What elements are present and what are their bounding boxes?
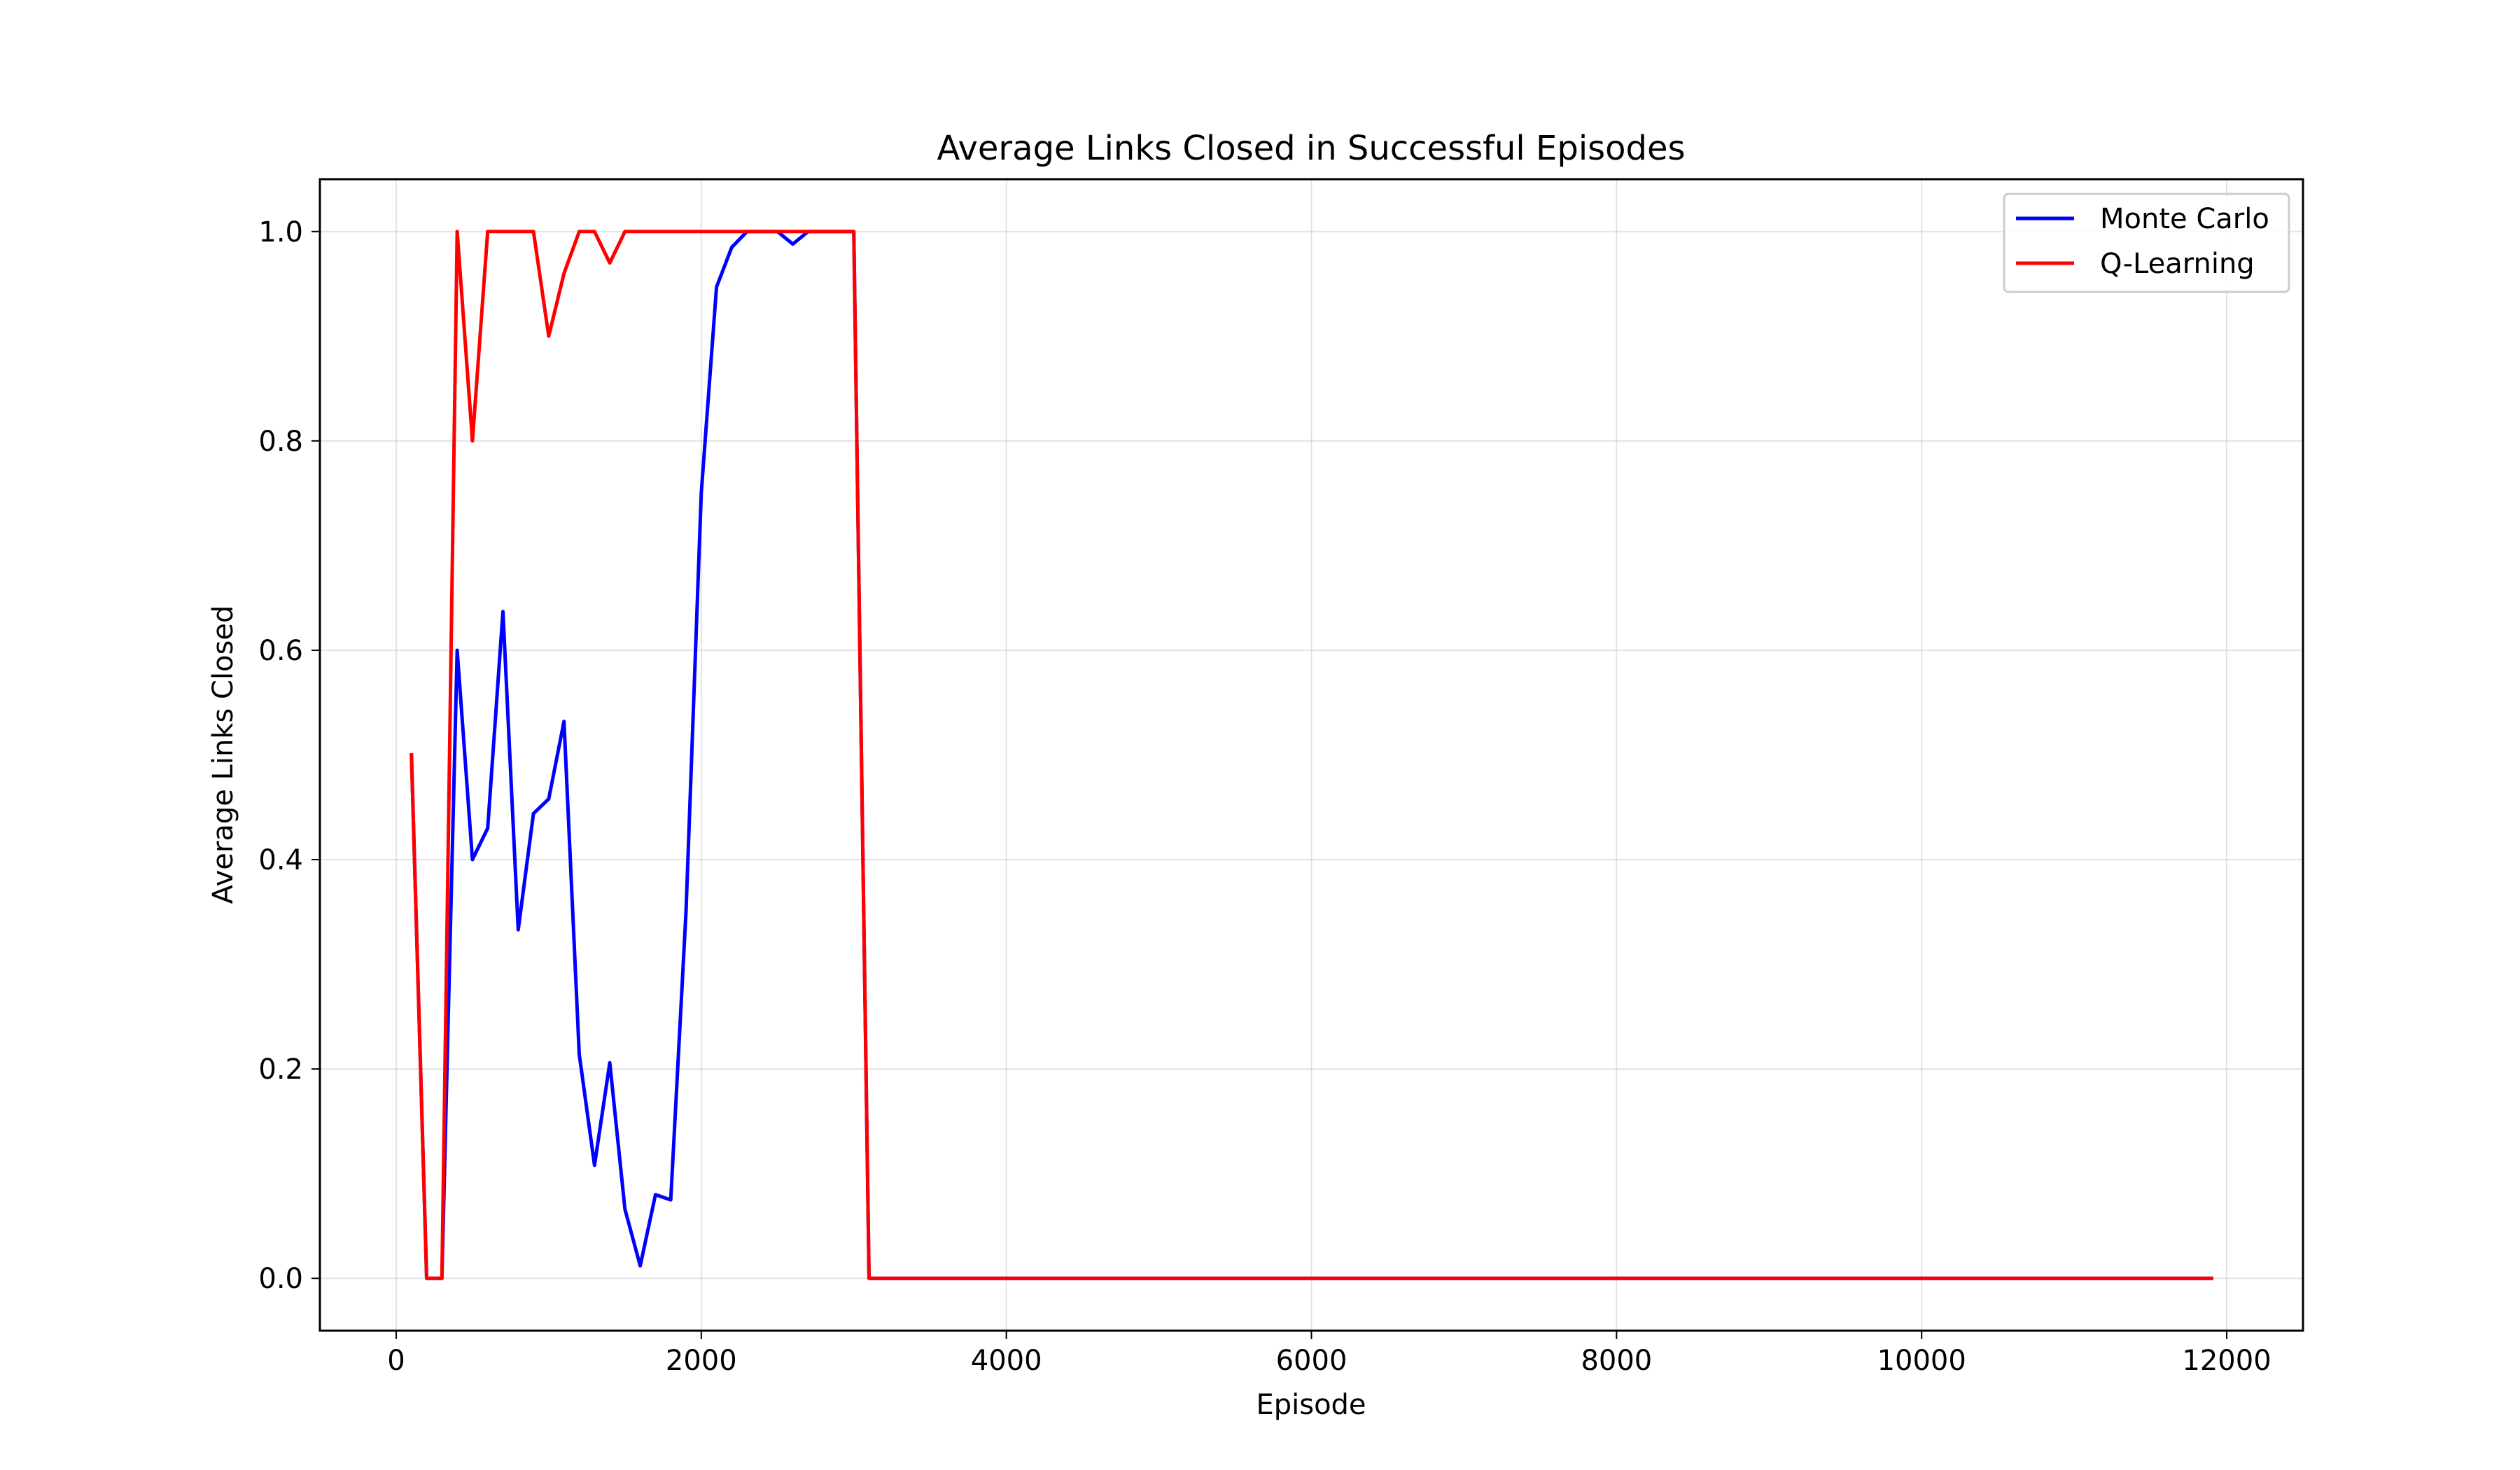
x-tick-label: 10000	[1877, 1345, 1966, 1377]
legend-label-q-learning: Q-Learning	[2100, 248, 2255, 280]
chart-title: Average Links Closed in Successful Episo…	[937, 129, 1685, 168]
series-line-q-learning	[410, 230, 2213, 1280]
x-tick-label: 2000	[666, 1345, 737, 1377]
x-tick-label: 12000	[2182, 1345, 2271, 1377]
y-tick-label: 0.8	[258, 426, 303, 458]
legend-label-monte-carlo: Monte Carlo	[2100, 203, 2269, 235]
x-tick-label: 6000	[1276, 1345, 1348, 1377]
y-tick-label: 0.0	[258, 1263, 303, 1295]
y-tick-label: 0.6	[258, 635, 303, 667]
y-tick-label: 0.4	[258, 844, 303, 876]
x-tick-label: 0	[387, 1345, 405, 1377]
grid	[320, 179, 2303, 1331]
legend: Monte Carlo Q-Learning	[2003, 192, 2290, 293]
y-tick-label: 0.2	[258, 1054, 303, 1086]
series-lines	[410, 230, 2213, 1280]
x-tick-label: 4000	[971, 1345, 1042, 1377]
legend-box	[2003, 192, 2290, 293]
y-axis-label: Average Links Closed	[207, 606, 239, 904]
x-tick-label: 8000	[1581, 1345, 1652, 1377]
x-axis-label: Episode	[1256, 1389, 1366, 1421]
y-tick-label: 1.0	[258, 216, 303, 248]
axis-ticks: 0 2000 4000 6000 8000 10000 12000 0.0 0.2 0.4 0.6 0…	[258, 216, 2271, 1377]
